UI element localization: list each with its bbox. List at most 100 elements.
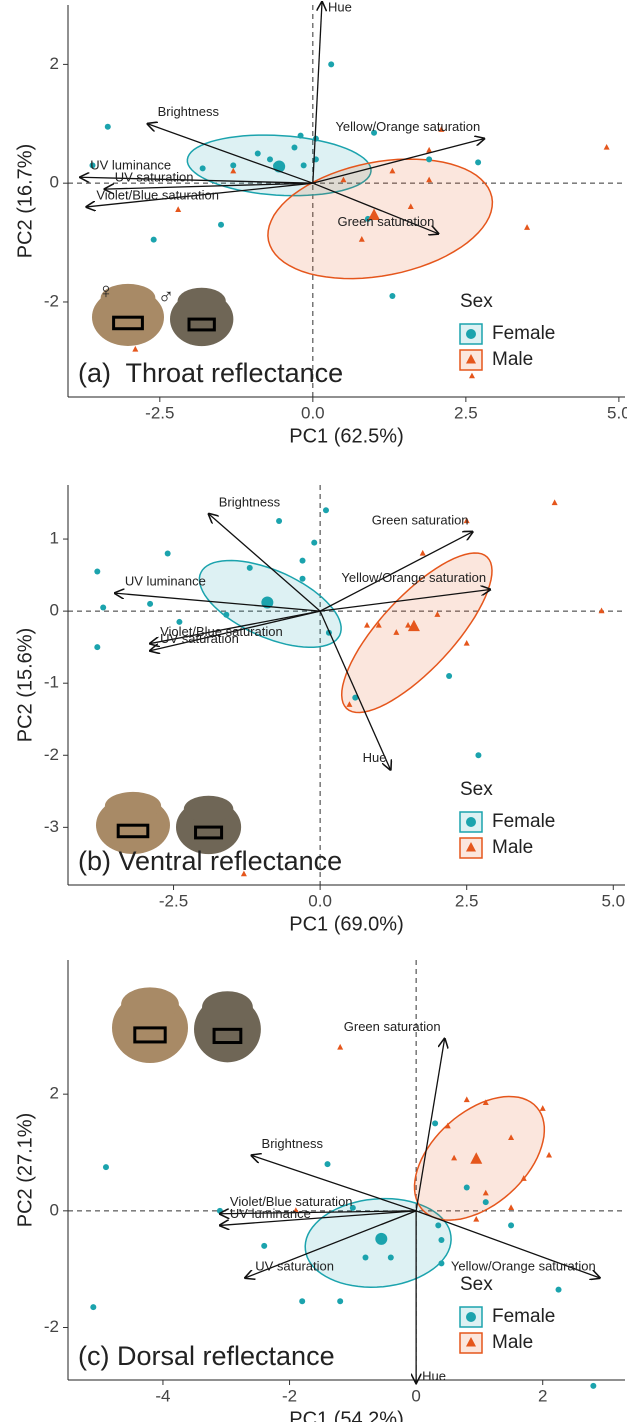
point xyxy=(299,557,306,564)
point xyxy=(175,206,182,213)
loading-label: Yellow/Orange saturation xyxy=(451,1258,596,1273)
loading-label: Violet/Blue saturation xyxy=(96,187,219,202)
loading-arrow xyxy=(150,610,321,643)
loading-arrow xyxy=(86,182,313,207)
point xyxy=(468,372,475,379)
point xyxy=(89,162,96,169)
point xyxy=(364,215,371,222)
y-tick-label: -2 xyxy=(44,745,59,764)
loading-arrow xyxy=(319,532,472,612)
point xyxy=(240,870,247,877)
legend-marker xyxy=(466,329,476,339)
frog-head xyxy=(183,795,234,823)
point xyxy=(254,150,261,157)
centroid xyxy=(261,596,274,609)
panel-title: (b) Ventral reflectance xyxy=(78,846,342,876)
point xyxy=(508,1204,515,1211)
loading-label: Brightness xyxy=(262,1136,324,1151)
loading-arrow xyxy=(320,590,490,612)
loading-arrow xyxy=(312,182,438,233)
point xyxy=(337,1298,344,1305)
x-tick-label: -2 xyxy=(282,1386,297,1405)
point xyxy=(164,550,171,557)
loading-label: Violet/Blue saturation xyxy=(160,624,283,639)
loading-arrow xyxy=(415,1210,600,1278)
point xyxy=(551,499,558,506)
point xyxy=(389,293,396,300)
point xyxy=(349,1204,356,1211)
frog-head xyxy=(202,991,253,1024)
point xyxy=(311,539,318,546)
loading-label: Brightness xyxy=(158,104,220,119)
point xyxy=(358,236,365,242)
confidence-ellipse xyxy=(340,552,493,714)
point xyxy=(147,600,154,607)
point xyxy=(223,611,230,618)
y-tick-label: -2 xyxy=(44,1317,59,1336)
point xyxy=(299,1298,306,1305)
x-tick-label: 0.0 xyxy=(308,891,332,910)
point xyxy=(328,61,335,68)
legend-title: Sex xyxy=(460,1274,493,1295)
point xyxy=(364,621,371,628)
legend-label: Female xyxy=(492,1306,555,1327)
point xyxy=(463,1184,470,1191)
y-tick-label: -1 xyxy=(44,673,59,692)
point xyxy=(362,1254,369,1261)
point xyxy=(346,701,353,707)
panel: -2.5 0.0 2.5 5.0 -2 0 2 PC1 (62.5%) PC2 (16.7%) H… xyxy=(14,0,627,447)
loading-label: Green saturation xyxy=(344,1019,441,1034)
point xyxy=(473,1215,480,1222)
y-tick-label: 1 xyxy=(50,529,59,548)
centroid xyxy=(375,1232,388,1245)
x-tick-label: -4 xyxy=(155,1386,170,1405)
frog-patch xyxy=(116,823,150,839)
panel: -2.5 0.0 2.5 5.0 -3 -2 -1 0 1 PC1 (69.0%) PC2 (15.… xyxy=(14,485,625,935)
y-tick-label: -2 xyxy=(44,291,59,310)
loading-arrow xyxy=(209,514,321,612)
loading-arrow xyxy=(148,124,314,184)
point xyxy=(90,1304,97,1311)
legend-label: Male xyxy=(492,349,533,370)
point xyxy=(546,1151,553,1158)
loading-label: Yellow/Orange saturation xyxy=(341,570,486,585)
loading-label: UV luminance xyxy=(125,574,206,589)
legend-marker xyxy=(466,817,476,827)
point xyxy=(405,621,412,628)
y-axis-label: PC2 (16.7%) xyxy=(14,144,36,259)
legend-marker xyxy=(466,354,476,364)
loading-label: Yellow/Orange saturation xyxy=(335,119,480,134)
point xyxy=(438,126,445,132)
frog-patch xyxy=(212,1027,243,1045)
point xyxy=(176,618,183,625)
loading-arrow xyxy=(245,1210,417,1278)
x-tick-label: 2.5 xyxy=(455,891,479,910)
point xyxy=(371,129,378,136)
x-axis-label: PC1 (69.0%) xyxy=(289,913,404,935)
frog-head xyxy=(100,283,156,313)
loading-label: UV saturation xyxy=(115,170,194,185)
x-tick-label: 5.0 xyxy=(601,891,625,910)
x-axis-label: PC1 (62.5%) xyxy=(289,425,404,447)
point xyxy=(434,611,441,617)
point xyxy=(94,568,101,575)
loading-label: Hue xyxy=(363,750,387,765)
loading-arrow xyxy=(80,177,313,184)
point xyxy=(218,221,225,228)
point xyxy=(432,1120,439,1127)
centroid xyxy=(407,619,420,632)
point xyxy=(230,167,237,174)
x-tick-label: -2.5 xyxy=(159,891,188,910)
point xyxy=(300,162,307,169)
point xyxy=(426,176,433,183)
x-tick-label: 5.0 xyxy=(607,403,627,422)
legend-marker xyxy=(466,1337,476,1347)
legend-marker xyxy=(466,1312,476,1322)
loading-arrow xyxy=(220,1211,417,1214)
point xyxy=(444,1122,451,1129)
point xyxy=(435,1222,442,1229)
frog-head xyxy=(104,791,162,821)
point xyxy=(393,629,400,635)
x-tick-label: 0.0 xyxy=(301,403,325,422)
point xyxy=(230,162,237,169)
